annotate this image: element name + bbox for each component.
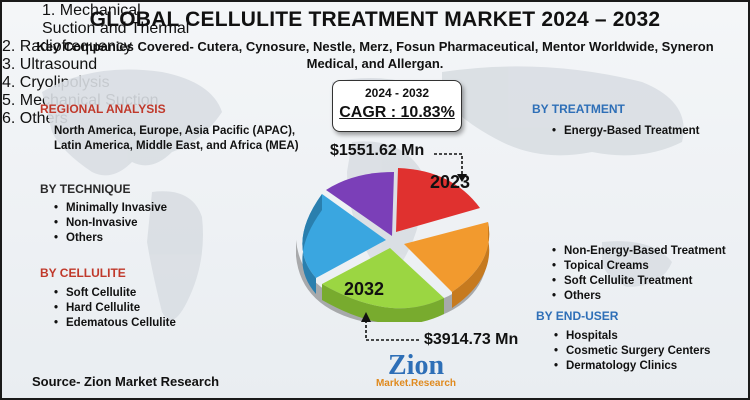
page-title: GLOBAL CELLULITE TREATMENT MARKET 2024 –… — [89, 8, 661, 31]
cagr-value: CAGR : 10.83% — [339, 104, 455, 121]
value-2023-label: $1551.62 Mn — [330, 142, 425, 159]
technique-list: Minimally Invasive Non-Invasive Others — [54, 201, 167, 246]
list-item: 3. Ultrasound — [2, 56, 98, 73]
list-item: Non-Invasive — [54, 216, 167, 231]
list-item: 2. Radiofrequency — [2, 38, 132, 55]
list-item: Hard Cellulite — [54, 301, 176, 316]
list-item: Others — [54, 231, 167, 246]
pie-slice-purple — [326, 172, 394, 236]
list-item: Hospitals — [554, 329, 710, 344]
list-item: Others — [552, 289, 748, 304]
regional-analysis-text: North America, Europe, Asia Pacific (APA… — [54, 125, 299, 152]
zion-logo: Zion Market.Research — [370, 352, 462, 398]
pie-slice-orange — [404, 222, 490, 292]
treatment-other-list: Non-Energy-Based Treatment Topical Cream… — [552, 244, 748, 304]
pie-slice-green — [322, 248, 444, 309]
pie-slice-red — [396, 168, 480, 232]
source-text: Source- Zion Market Research — [32, 374, 220, 389]
logo-main-text: Zion — [387, 350, 445, 381]
list-item: Soft Cellulite Treatment — [552, 274, 748, 289]
arrow-2032-icon — [361, 312, 420, 341]
list-item: Soft Cellulite — [54, 286, 176, 301]
list-item: Non-Energy-Based Treatment — [552, 244, 748, 259]
list-item: Minimally Invasive — [54, 201, 167, 216]
treatment-sublist: 1. Mechanical Suction and Thermal — [2, 2, 198, 38]
cellulite-heading: BY CELLULITE — [40, 266, 126, 280]
market-pie-graphic — [296, 168, 490, 322]
end-user-heading: BY END-USER — [536, 309, 619, 323]
regional-analysis-heading: REGIONAL ANALYSIS — [40, 102, 166, 116]
cagr-years: 2024 - 2032 — [364, 86, 430, 100]
cagr-box: 2024 - 2032 CAGR : 10.83% — [332, 80, 462, 132]
treatment-heading: BY TREATMENT — [532, 102, 625, 116]
key-companies-subtitle: Key Companies Covered- Cutera, Cynosure,… — [36, 39, 714, 71]
year-2023-label: 2023 — [430, 172, 471, 192]
technique-heading: BY TECHNIQUE — [40, 182, 131, 196]
logo-sub-text: Market.Research — [375, 378, 457, 389]
end-user-list: Hospitals Cosmetic Surgery Centers Derma… — [554, 329, 710, 374]
pie-slice-blue — [302, 194, 386, 278]
arrow-2023-icon — [434, 153, 467, 182]
list-item: 1. Mechanical Suction and Thermal — [42, 2, 190, 37]
list-item: Dermatology Clinics — [554, 359, 710, 374]
list-item: Cosmetic Surgery Centers — [554, 344, 710, 359]
cellulite-list: Soft Cellulite Hard Cellulite Edematous … — [54, 286, 176, 331]
treatment-list: Energy-Based Treatment — [552, 124, 742, 139]
year-2032-label: 2032 — [344, 279, 385, 299]
list-item: Edematous Cellulite — [54, 316, 176, 331]
list-item: Topical Creams — [552, 259, 748, 274]
list-item: Energy-Based Treatment — [552, 124, 742, 139]
value-2032-label: $3914.73 Mn — [424, 331, 519, 348]
